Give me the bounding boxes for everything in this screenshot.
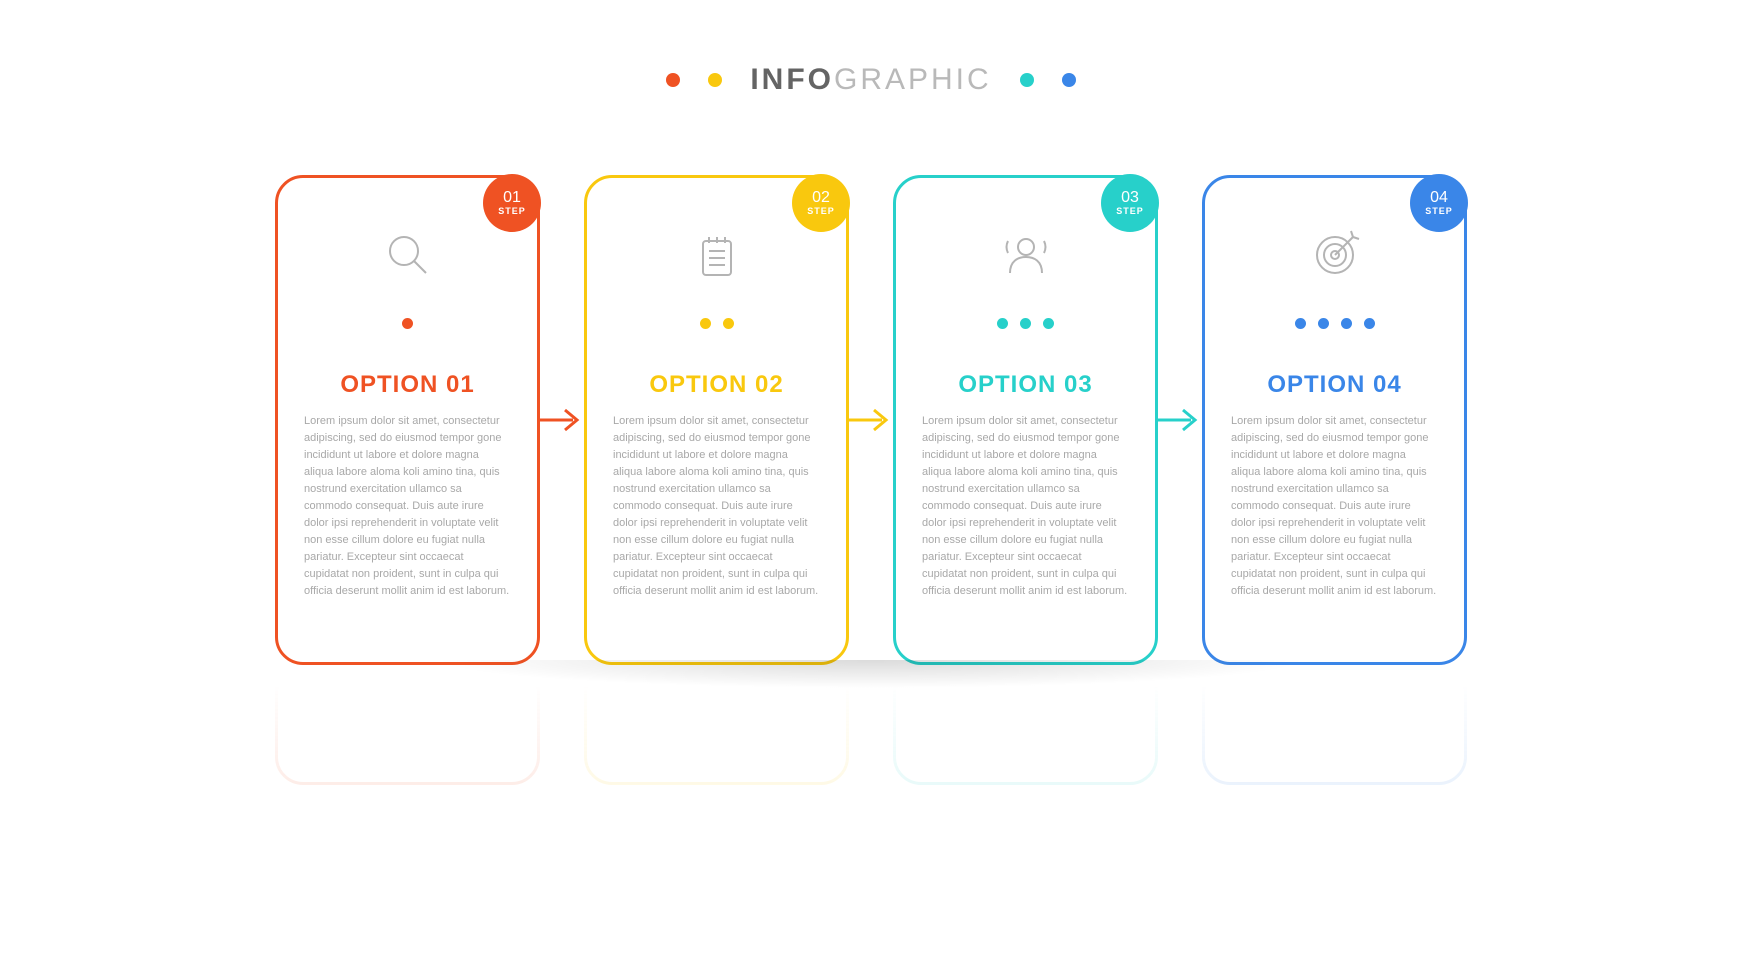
dot (723, 318, 734, 329)
step-card: 04STEP OPTION 04 Lorem ipsum dolor sit ame… (1202, 175, 1467, 665)
option-title: OPTION 04 (1267, 371, 1401, 399)
reflection-card (584, 665, 849, 785)
step-dots (997, 318, 1054, 329)
step-label: STEP (1425, 206, 1453, 217)
title-part-1: INFO (750, 63, 834, 96)
header-dot (1020, 73, 1034, 87)
dot (700, 318, 711, 329)
dot (402, 318, 413, 329)
step-dots (700, 318, 734, 329)
arrow-icon (537, 406, 581, 434)
dot (1043, 318, 1054, 329)
step-badge: 04STEP (1410, 174, 1468, 232)
step-number: 04 (1430, 190, 1448, 206)
dot (1020, 318, 1031, 329)
dot (1318, 318, 1329, 329)
step-dots (402, 318, 413, 329)
step-card: 02STEP OPTION 02 Lorem ipsum dolor sit ame… (584, 175, 849, 665)
reflection-card (275, 665, 540, 785)
dot (1341, 318, 1352, 329)
header-dot (708, 73, 722, 87)
step-badge: 02STEP (792, 174, 850, 232)
step-card: 01STEP OPTION 01 Lorem ipsum dolor sit ame… (275, 175, 540, 665)
page-title: INFOGRAPHIC (750, 63, 991, 97)
option-body: Lorem ipsum dolor sit amet, consectetur … (922, 413, 1129, 601)
step-number: 03 (1121, 190, 1139, 206)
step-dots (1295, 318, 1375, 329)
dot (1364, 318, 1375, 329)
search-icon (382, 228, 434, 282)
notepad-icon (691, 228, 743, 282)
option-body: Lorem ipsum dolor sit amet, consectetur … (304, 413, 511, 601)
step-label: STEP (1116, 206, 1144, 217)
reflection-card (1202, 665, 1467, 785)
reflection-card (893, 665, 1158, 785)
step-number: 01 (503, 190, 521, 206)
dot (1295, 318, 1306, 329)
option-body: Lorem ipsum dolor sit amet, consectetur … (1231, 413, 1438, 601)
option-title: OPTION 01 (340, 371, 474, 399)
user-icon (1000, 228, 1052, 282)
header-dot (1062, 73, 1076, 87)
arrow-icon (1155, 406, 1199, 434)
floor-shadow (0, 660, 1742, 730)
step-badge: 03STEP (1101, 174, 1159, 232)
step-label: STEP (498, 206, 526, 217)
header-dots-left (666, 73, 722, 87)
step-badge: 01STEP (483, 174, 541, 232)
option-body: Lorem ipsum dolor sit amet, consectetur … (613, 413, 820, 601)
step-card: 03STEP OPTION 03 Lorem ipsum dolor sit ame… (893, 175, 1158, 665)
header-dots-right (1020, 73, 1076, 87)
header-dot (666, 73, 680, 87)
arrow-icon (846, 406, 890, 434)
header: INFOGRAPHIC (0, 63, 1742, 97)
option-title: OPTION 03 (958, 371, 1092, 399)
step-label: STEP (807, 206, 835, 217)
dot (997, 318, 1008, 329)
steps-container: 01STEPOPTION 01Lorem ipsum dolor sit ame… (0, 175, 1742, 665)
title-part-2: GRAPHIC (834, 63, 992, 96)
option-title: OPTION 02 (649, 371, 783, 399)
reflection (0, 665, 1742, 785)
step-number: 02 (812, 190, 830, 206)
target-icon (1309, 228, 1361, 282)
